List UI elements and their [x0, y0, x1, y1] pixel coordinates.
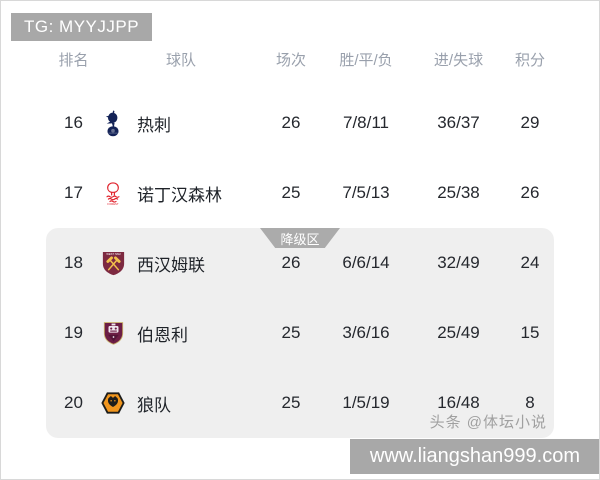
team-cell: WEST HAM 西汉姆联 — [101, 249, 261, 277]
goals-cell: 25/38 — [437, 183, 480, 202]
standings-table: 排名 球队 场次 胜/平/负 进/失球 积分 16 — [46, 49, 554, 438]
team-cell: 狼队 — [101, 389, 261, 417]
played-cell: 26 — [281, 113, 301, 132]
played-cell: 25 — [281, 183, 301, 202]
team-cell: 伯恩利 — [101, 319, 261, 347]
svg-text:FOREST: FOREST — [107, 202, 118, 206]
team-name: 伯恩利 — [137, 325, 188, 345]
points-cell: 26 — [520, 183, 540, 202]
table-row-westham[interactable]: 18 WEST HAM — [46, 228, 554, 298]
team-name: 热刺 — [137, 115, 171, 135]
played-cell: 25 — [281, 393, 301, 412]
team-name: 诺丁汉森林 — [137, 185, 222, 205]
wdl-cell: 1/5/19 — [342, 393, 390, 412]
table-header-row: 排名 球队 场次 胜/平/负 进/失球 积分 — [46, 49, 554, 69]
relegation-zone-tab: 降级区 — [260, 228, 340, 248]
relegation-zone-section: 降级区 18 WEST HAM — [46, 228, 554, 438]
table-row-wolves[interactable]: 20 狼队 25 1/5/19 16/48 8 — [46, 368, 554, 438]
team-cell: 热刺 — [101, 109, 261, 137]
rank-cell: 20 — [64, 393, 83, 412]
played-cell: 26 — [281, 253, 301, 272]
svg-text:WEST HAM: WEST HAM — [106, 252, 120, 256]
table-row-tottenham[interactable]: 16 热刺 — [46, 88, 554, 158]
wdl-cell: 7/5/13 — [342, 183, 390, 202]
tg-watermark-badge: TG: MYYJJPP — [11, 13, 153, 41]
goals-cell: 25/49 — [437, 323, 480, 342]
points-cell: 15 — [520, 323, 540, 342]
header-rank: 排名 — [58, 52, 89, 69]
rank-cell: 17 — [64, 183, 83, 202]
team-cell: FOREST 诺丁汉森林 — [101, 179, 261, 207]
header-team: 球队 — [165, 52, 196, 69]
toutiao-watermark: 头条 @体坛小说 — [429, 414, 547, 431]
goals-cell: 32/49 — [437, 253, 480, 272]
wdl-cell: 6/6/14 — [342, 253, 390, 272]
header-wdl: 胜/平/负 — [339, 52, 393, 69]
points-cell: 24 — [520, 253, 540, 272]
site-url-badge: www.liangshan999.com — [349, 439, 599, 474]
rank-cell: 16 — [64, 113, 83, 132]
table-row-burnley[interactable]: 19 伯恩利 — [46, 298, 554, 368]
points-cell: 29 — [520, 113, 540, 132]
team-name: 狼队 — [137, 395, 171, 415]
tottenham-crest-icon — [101, 109, 125, 137]
table-row-forest[interactable]: 17 FOREST — [46, 158, 554, 228]
rank-cell: 18 — [64, 253, 83, 272]
team-name: 西汉姆联 — [137, 255, 205, 275]
safe-rows-section: 16 热刺 — [46, 88, 554, 228]
burnley-crest-icon — [101, 319, 125, 347]
header-points: 积分 — [514, 52, 545, 69]
goals-cell: 36/37 — [437, 113, 480, 132]
goals-cell: 16/48 — [437, 393, 480, 412]
played-cell: 25 — [281, 323, 301, 342]
forest-crest-icon: FOREST — [101, 179, 125, 207]
header-goals: 进/失球 — [433, 52, 484, 69]
header-played: 场次 — [275, 52, 306, 69]
westham-crest-icon: WEST HAM — [101, 249, 125, 277]
wdl-cell: 7/8/11 — [342, 113, 389, 132]
rank-cell: 19 — [64, 323, 83, 342]
wolves-crest-icon — [101, 389, 125, 417]
wdl-cell: 3/6/16 — [342, 323, 390, 342]
points-cell: 8 — [525, 393, 535, 412]
